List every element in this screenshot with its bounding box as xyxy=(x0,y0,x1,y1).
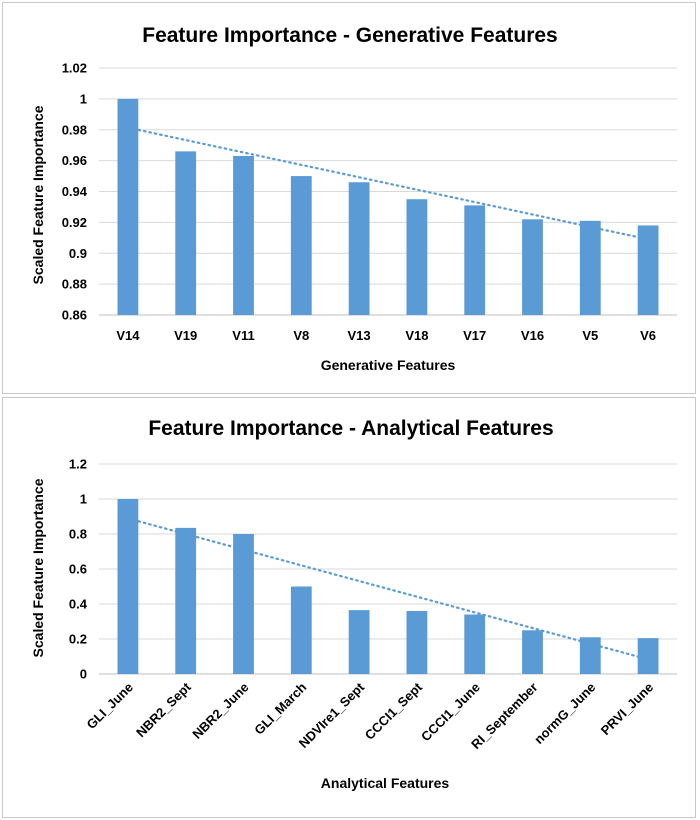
y-tick-label: 0 xyxy=(80,667,87,682)
x-tick-label: normG_June xyxy=(531,680,598,747)
bar xyxy=(233,534,254,674)
analytical-chart-panel: Feature Importance - Analytical Features… xyxy=(2,397,696,818)
analytical-plot-area: 0 0.2 0.4 0.6 0.8 1 1.2 GLI_JuneNBR2_SeptNBR2_J… xyxy=(69,457,677,752)
x-tick-label: NBR2_Sept xyxy=(133,679,194,740)
x-tick-label: V11 xyxy=(232,328,254,343)
x-tick-label: GLI_June xyxy=(84,680,137,733)
y-tick-label: 0.98 xyxy=(62,122,87,137)
y-tick-label: 0.4 xyxy=(69,597,88,612)
x-tick-label: V14 xyxy=(116,328,140,343)
bar xyxy=(637,638,659,674)
x-tick-label: V5 xyxy=(582,328,598,343)
x-tick-label: V8 xyxy=(293,328,309,343)
generative-plot-area: 0.86 0.88 0.9 0.92 0.94 0.96 0.98 1 1.02 V14 V19 V1… xyxy=(62,61,677,343)
bar xyxy=(579,637,601,674)
generative-chart-panel: Feature Importance - Generative Features… xyxy=(2,2,696,394)
bar xyxy=(290,586,312,674)
bar xyxy=(579,220,601,315)
bar xyxy=(290,176,312,315)
bar xyxy=(348,610,370,674)
y-axis-title: Scaled Feature Importance xyxy=(30,105,46,284)
bar xyxy=(464,205,486,315)
x-axis-title: Generative Features xyxy=(321,357,456,373)
bar xyxy=(637,225,659,315)
x-axis-title: Analytical Features xyxy=(321,775,450,791)
bar xyxy=(406,199,428,315)
y-tick-label: 1 xyxy=(80,91,87,106)
x-tick-label: V6 xyxy=(640,328,656,343)
y-tick-label: 0.9 xyxy=(69,246,87,261)
bar xyxy=(175,151,197,315)
y-tick-label: 0.92 xyxy=(62,215,87,230)
y-tick-label: 0.88 xyxy=(62,277,87,292)
y-tick-label: 1 xyxy=(80,492,87,507)
x-tick-label: CCCI1_June xyxy=(418,680,483,745)
y-axis-title: Scaled Feature Importance xyxy=(30,478,46,657)
trendline xyxy=(126,517,650,661)
bar xyxy=(464,614,486,674)
bar xyxy=(522,219,543,315)
x-tick-label: V13 xyxy=(348,328,371,343)
y-tick-label: 0.96 xyxy=(62,153,87,168)
generative-chart: Feature Importance - Generative Features… xyxy=(30,24,677,373)
y-tick-label: 0.8 xyxy=(69,527,87,542)
x-tick-label: CCCI1_Sept xyxy=(362,679,426,743)
y-tick-label: 1.2 xyxy=(69,457,87,472)
bar xyxy=(233,155,254,315)
bar xyxy=(406,611,428,674)
x-tick-label: PRVI_June xyxy=(598,680,656,738)
x-tick-label: V17 xyxy=(463,328,486,343)
trendline xyxy=(126,126,650,241)
x-tick-label: V18 xyxy=(405,328,428,343)
bar xyxy=(522,630,543,674)
chart-title: Feature Importance - Generative Features xyxy=(142,24,557,47)
bar xyxy=(117,98,139,315)
bar xyxy=(175,527,197,674)
chart-title: Feature Importance - Analytical Features xyxy=(148,417,553,440)
y-tick-label: 0.94 xyxy=(62,184,88,199)
bar xyxy=(348,182,370,315)
y-tick-label: 1.02 xyxy=(62,61,87,76)
y-tick-label: 0.86 xyxy=(62,308,87,323)
x-tick-label: NBR2_June xyxy=(189,680,251,742)
y-tick-label: 0.6 xyxy=(69,562,87,577)
bar xyxy=(117,499,139,674)
x-tick-label: V16 xyxy=(521,328,544,343)
x-tick-label: V19 xyxy=(174,328,197,343)
x-tick-label: GLI_March xyxy=(251,679,309,737)
analytical-chart: Feature Importance - Analytical Features… xyxy=(30,417,677,791)
y-tick-label: 0.2 xyxy=(69,632,87,647)
